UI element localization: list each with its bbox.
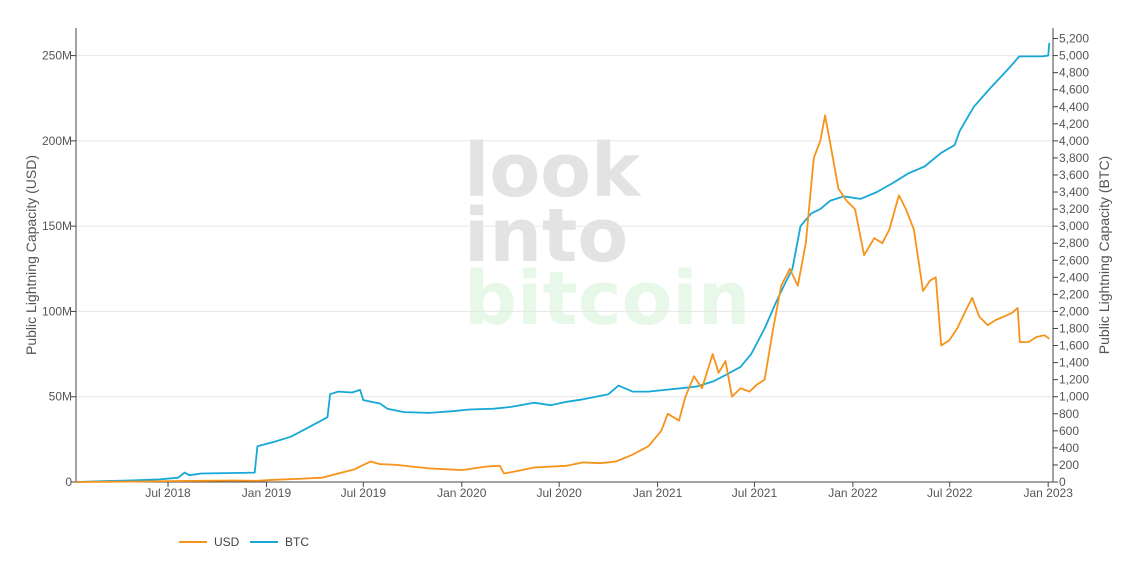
y-left-tick-label: 100M [42, 304, 72, 318]
x-tick-label: Jan 2020 [437, 486, 487, 500]
series-line-btc[interactable] [75, 42, 1051, 483]
y-right-tick-label: 1,400 [1059, 356, 1089, 370]
y-right-tick-label: 3,000 [1059, 219, 1089, 233]
watermark-line-bitcoin: bitcoin [464, 256, 750, 342]
y-right-tick-label: 5,200 [1059, 32, 1089, 46]
y-right-tick-label: 3,200 [1059, 202, 1089, 216]
y-right-tick-label: 200 [1059, 458, 1079, 472]
y-left-tick-label: 0 [65, 475, 72, 489]
y-axis-left-title: Public Lightning Capacity (USD) [23, 155, 39, 355]
y-right-tick-label: 1,600 [1059, 339, 1089, 353]
left-axis-ticks: 0 50M 100M 150M 200M 250M [42, 49, 76, 489]
y-right-tick-label: 4,400 [1059, 100, 1089, 114]
x-tick-label: Jul 2019 [341, 486, 387, 500]
legend-label-btc: BTC [285, 535, 309, 549]
y-right-tick-label: 4,200 [1059, 117, 1089, 131]
watermark: look into bitcoin [464, 128, 750, 342]
y-right-tick-label: 3,800 [1059, 151, 1089, 165]
y-right-tick-label: 4,800 [1059, 66, 1089, 80]
x-tick-label: Jan 2019 [242, 486, 292, 500]
legend-item-btc[interactable]: BTC [250, 535, 309, 549]
y-right-tick-label: 1,200 [1059, 373, 1089, 387]
y-right-tick-label: 600 [1059, 424, 1079, 438]
y-right-tick-label: 400 [1059, 441, 1079, 455]
y-right-tick-label: 4,600 [1059, 83, 1089, 97]
legend[interactable]: USD BTC [179, 535, 309, 549]
x-tick-label: Jul 2022 [927, 486, 973, 500]
y-right-tick-label: 1,800 [1059, 321, 1089, 335]
x-axis-ticks: Jul 2018 Jan 2019 Jul 2019 Jan 2020 Jul 2020… [145, 482, 1073, 500]
right-axis-ticks: 0 200 400 600 800 1,000 1,200 1,400 1,600 1,800 2,… [1053, 32, 1089, 489]
y-right-tick-label: 1,000 [1059, 390, 1089, 404]
y-left-tick-label: 200M [42, 134, 72, 148]
y-left-tick-label: 250M [42, 49, 72, 63]
x-tick-label: Jan 2023 [1023, 486, 1073, 500]
y-left-tick-label: 150M [42, 219, 72, 233]
y-right-tick-label: 5,000 [1059, 49, 1089, 63]
legend-label-usd: USD [214, 535, 240, 549]
x-tick-label: Jan 2022 [828, 486, 878, 500]
y-right-tick-label: 800 [1059, 407, 1079, 421]
y-right-tick-label: 2,200 [1059, 287, 1089, 301]
y-right-tick-label: 3,400 [1059, 185, 1089, 199]
x-tick-label: Jul 2021 [732, 486, 778, 500]
y-right-tick-label: 2,400 [1059, 270, 1089, 284]
y-axis-right-title: Public Lightning Capacity (BTC) [1096, 156, 1112, 354]
watermark-line-look: look [464, 128, 642, 214]
y-right-tick-label: 4,000 [1059, 134, 1089, 148]
x-tick-label: Jan 2021 [633, 486, 683, 500]
y-right-tick-label: 3,600 [1059, 168, 1089, 182]
series-layer [75, 42, 1051, 483]
x-tick-label: Jul 2020 [536, 486, 582, 500]
y-right-tick-label: 0 [1059, 475, 1066, 489]
axes [75, 28, 1054, 483]
x-tick-label: Jul 2018 [145, 486, 191, 500]
y-left-tick-label: 50M [49, 390, 72, 404]
y-right-tick-label: 2,800 [1059, 236, 1089, 250]
legend-item-usd[interactable]: USD [179, 535, 240, 549]
series-line-usd[interactable] [75, 114, 1050, 483]
y-right-tick-label: 2,000 [1059, 304, 1089, 318]
y-right-tick-label: 2,600 [1059, 253, 1089, 267]
watermark-line-into: into [464, 193, 628, 279]
